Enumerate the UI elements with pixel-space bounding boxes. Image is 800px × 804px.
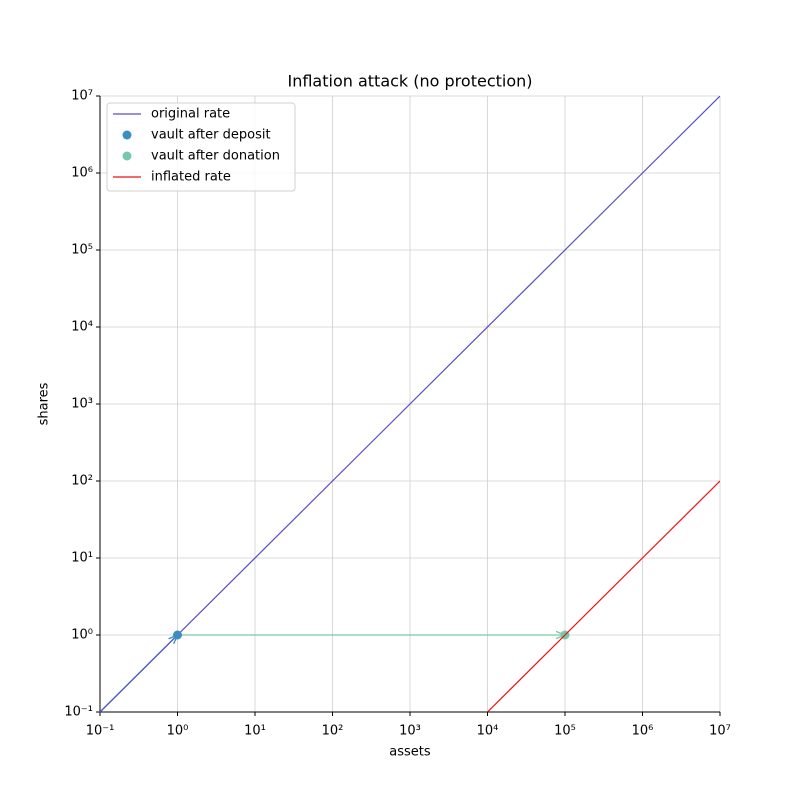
x-tick-label: 10⁷ [709,724,731,739]
y-tick-label: 10⁻¹ [64,705,93,720]
legend-label: inflated rate [151,170,231,185]
x-tick-label: 10² [322,724,344,739]
scatter-point [173,630,182,640]
legend-box [106,102,296,192]
line-series [487,480,720,712]
x-axis-label: assets [389,745,431,760]
y-tick-label: 10⁷ [71,89,93,104]
y-axis-label: shares [37,382,52,425]
line-series [100,96,720,712]
y-tick-label: 10² [71,474,93,489]
y-tick-label: 10⁴ [71,320,93,335]
legend-swatch [122,151,132,161]
legend-label: vault after deposit [151,128,271,143]
y-tick-label: 10⁵ [71,243,93,258]
x-tick-label: 10⁰ [167,724,189,739]
legend-label: original rate [151,107,230,122]
x-tick-label: 10⁴ [477,724,499,739]
legend-label: vault after donation [151,149,280,164]
y-tick-label: 10¹ [71,551,93,566]
x-tick-label: 10⁻¹ [86,724,115,739]
y-tick-label: 10⁶ [71,166,93,181]
y-tick-label: 10³ [71,397,93,412]
legend-swatch [122,130,132,140]
x-tick-label: 10⁶ [632,724,654,739]
chart-title: Inflation attack (no protection) [287,72,532,91]
x-tick-label: 10³ [399,724,421,739]
x-tick-label: 10⁵ [554,724,576,739]
y-tick-label: 10⁰ [71,628,93,643]
x-tick-label: 10¹ [244,724,266,739]
